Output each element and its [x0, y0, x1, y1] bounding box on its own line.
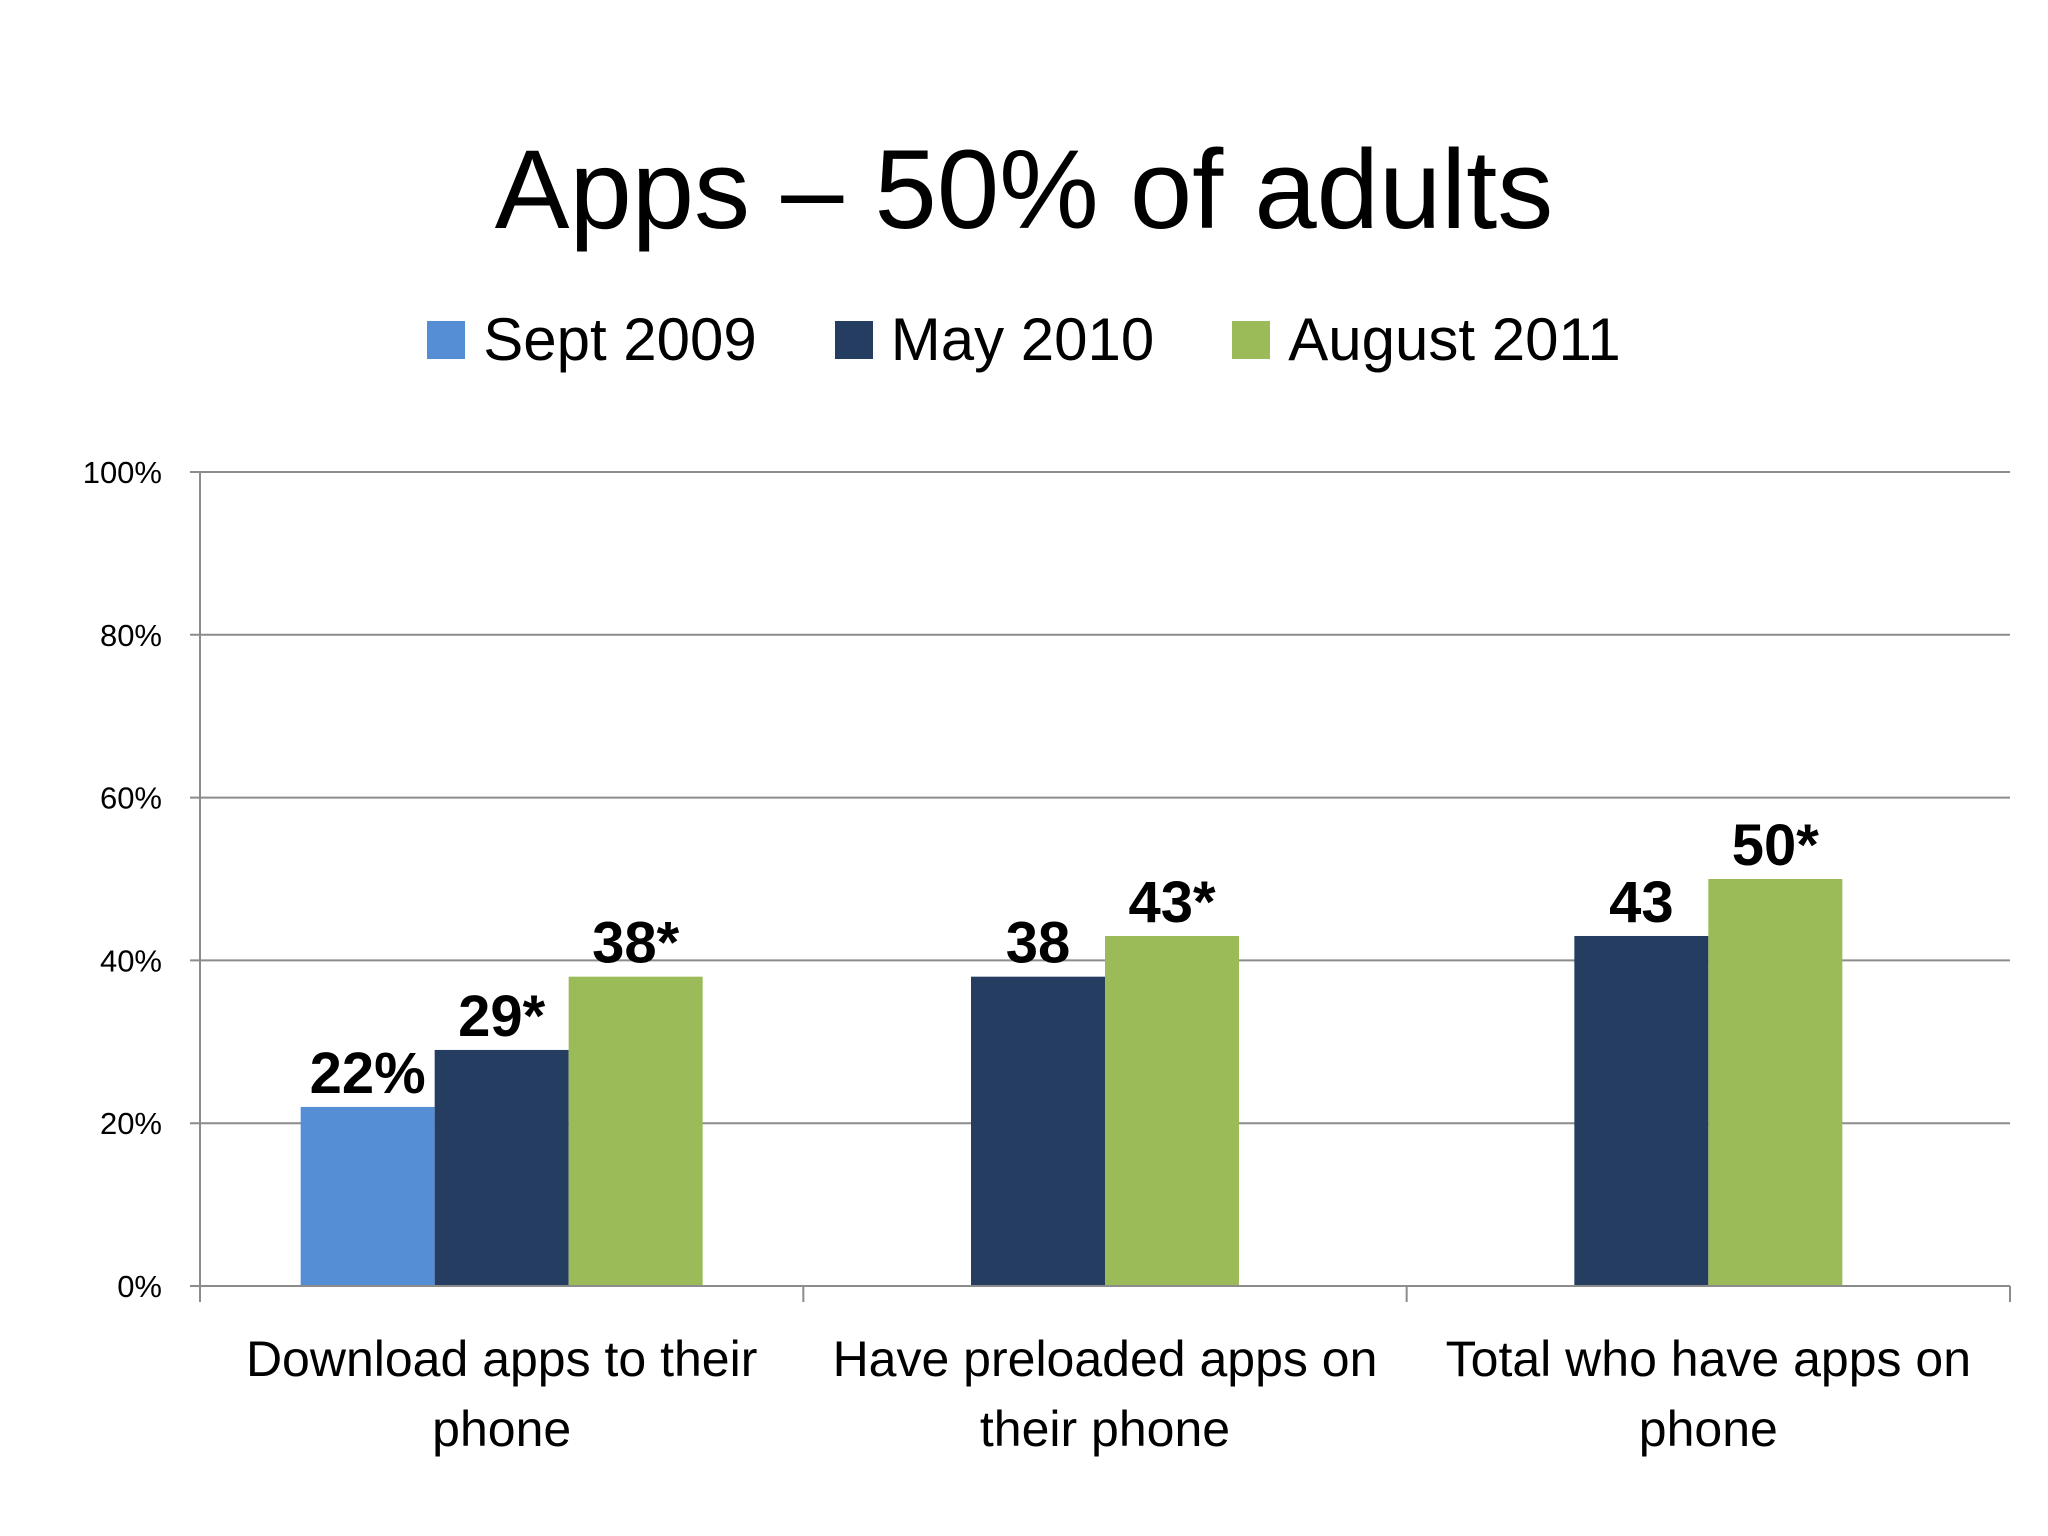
- y-tick-label: 0%: [117, 1269, 162, 1304]
- legend-swatch-august-2011: [1232, 321, 1271, 359]
- x-tick-label: phone: [432, 1401, 571, 1457]
- bar-may-2010-2: [1574, 935, 1709, 1286]
- chart-title: Apps – 50% of adults: [494, 127, 1554, 252]
- data-label: 22%: [310, 1041, 426, 1106]
- bar-august-2011-2: [1708, 879, 1843, 1286]
- legend-label-may-2010: May 2010: [890, 306, 1155, 373]
- x-tick-label: Total who have apps on: [1446, 1331, 1971, 1387]
- y-tick-label: 80%: [100, 618, 162, 653]
- data-label: 50*: [1732, 813, 1820, 878]
- chart-legend: Sept 2009 May 2010 August 2011: [0, 302, 2048, 378]
- legend-item-may-2010: May 2010: [834, 302, 1155, 378]
- legend-item-august-2011: August 2011: [1232, 302, 1621, 378]
- y-tick-label: 40%: [100, 943, 162, 978]
- bar-may-2010-0: [434, 1049, 569, 1286]
- legend-swatch-may-2010: [834, 321, 873, 359]
- legend-label-august-2011: August 2011: [1288, 306, 1621, 373]
- legend-item-sept-2009: Sept 2009: [427, 302, 757, 378]
- legend-swatch-sept-2009: [427, 321, 466, 359]
- data-label: 29*: [458, 984, 546, 1049]
- x-tick-label: Download apps to their: [246, 1331, 757, 1387]
- x-tick-label: their phone: [980, 1401, 1230, 1457]
- data-label: 38*: [592, 911, 680, 976]
- bar-august-2011-1: [1105, 935, 1239, 1286]
- x-tick-label: Have preloaded apps on: [833, 1331, 1378, 1387]
- data-label: 38: [1006, 911, 1071, 976]
- x-tick-label: phone: [1639, 1401, 1778, 1457]
- legend-label-sept-2009: Sept 2009: [483, 306, 757, 373]
- y-tick-label: 100%: [83, 455, 162, 490]
- bar-sept-2009-0: [300, 1106, 435, 1286]
- data-label: 43*: [1128, 870, 1216, 935]
- y-tick-label: 20%: [100, 1106, 162, 1141]
- bar-august-2011-0: [568, 976, 703, 1286]
- bar-may-2010-1: [971, 976, 1105, 1286]
- data-label: 43: [1609, 870, 1674, 935]
- y-tick-label: 60%: [100, 781, 162, 816]
